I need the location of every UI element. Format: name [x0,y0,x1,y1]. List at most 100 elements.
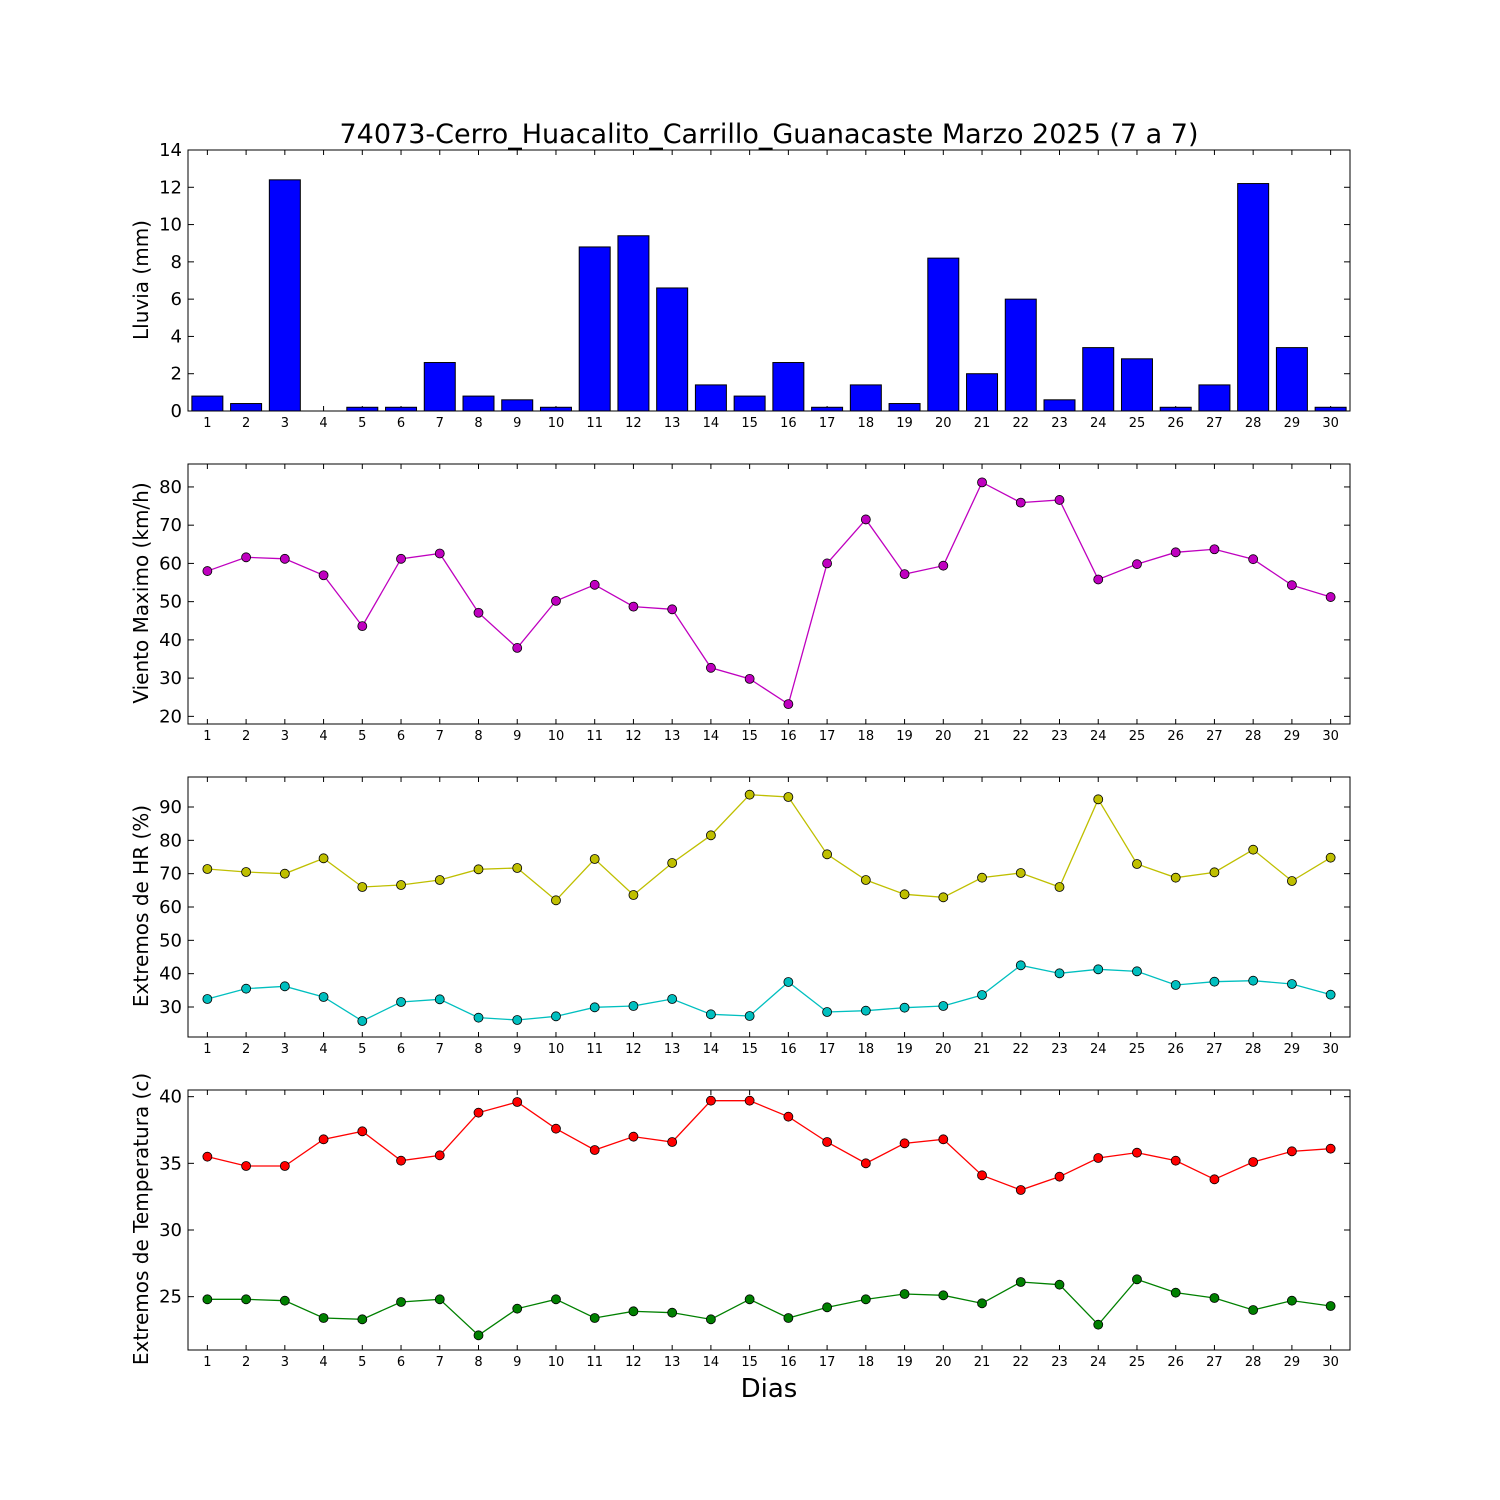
humidity-series-2-point-day-30 [1325,989,1336,1000]
temperature-series-1-point-day-30 [1325,1143,1336,1154]
rain-bar-day-9 [501,399,534,412]
temperature-y-tick-label: 25 [159,1287,182,1308]
temperature-x-tick-label: 1 [203,1355,211,1370]
temperature-x-tick-label: 24 [1090,1355,1107,1370]
humidity-series-1-point-day-16 [783,792,794,802]
temperature-series-2-point-day-12 [628,1306,639,1317]
rain-bar-day-26 [1159,406,1192,412]
humidity-x-tick-label: 10 [548,1042,565,1057]
rain-y-tick-label: 10 [159,215,182,236]
temperature-series-1-point-day-10 [551,1123,561,1134]
humidity-series-2-point-day-19 [899,1002,910,1013]
wind-series-1-point-day-20 [938,560,949,571]
wind-x-tick-label: 24 [1090,729,1107,744]
chart-title: 74073-Cerro_Huacalito_Carrillo_Guanacast… [340,119,1199,150]
rain-x-tick-label: 15 [741,416,758,431]
rain-x-tick-label: 29 [1284,416,1301,431]
wind-y-tick-label: 50 [159,592,182,613]
humidity-series-2-point-day-24 [1093,964,1104,975]
wind-series-1-point-day-19 [899,569,910,580]
wind-x-tick-label: 21 [974,729,991,744]
wind-series-1-point-day-15 [744,673,755,684]
humidity-x-tick-label: 5 [358,1042,366,1057]
humidity-series-2-point-day-9 [512,1015,523,1025]
wind-x-tick-label: 28 [1245,729,1262,744]
humidity-x-tick-label: 2 [242,1042,250,1057]
temperature-series-2-point-day-3 [279,1295,290,1306]
temperature-x-tick-label: 19 [896,1355,913,1370]
wind-series-1-point-day-2 [241,552,252,563]
rain-bar-day-16 [772,362,805,412]
humidity-series-1-point-day-10 [551,895,561,906]
humidity-series-1-point-day-15 [744,789,755,800]
rain-bar-day-5 [346,406,379,412]
humidity-series-1-point-day-14 [706,830,716,841]
temperature-series-1-point-day-22 [1015,1185,1026,1195]
humidity-series-1-point-day-29 [1287,876,1297,886]
rain-bar-day-3 [268,179,301,412]
rain-y-tick-label: 12 [159,177,182,198]
humidity-series-2-point-day-28 [1248,975,1259,986]
temperature-x-tick-label: 20 [935,1355,952,1370]
wind-x-tick-label: 26 [1167,729,1184,744]
humidity-series-2-line [207,964,1331,1022]
temperature-x-tick-label: 13 [664,1355,681,1370]
rain-y-tick-label: 2 [171,364,182,385]
humidity-series-2-point-day-27 [1209,976,1220,987]
humidity-x-tick-label: 21 [974,1042,991,1057]
humidity-plot-frame [187,776,1351,1038]
rain-x-tick-label: 13 [664,416,681,431]
temperature-x-tick-label: 15 [741,1355,758,1370]
wind-series-1-point-day-3 [279,553,290,564]
humidity-series-1-point-day-23 [1054,882,1065,892]
wind-series-1-point-day-21 [977,477,987,488]
rain-x-tick-label: 12 [625,416,642,431]
wind-series-1-point-day-30 [1325,592,1336,602]
temperature-series-2-point-day-10 [551,1294,561,1305]
temperature-series-1-point-day-23 [1054,1171,1065,1182]
humidity-x-tick-label: 3 [281,1042,289,1057]
rain-x-tick-label: 2 [242,416,250,431]
wind-series-1-point-day-4 [318,570,329,581]
humidity-series-1-point-day-19 [899,889,910,900]
humidity-y-tick-label: 40 [159,964,182,985]
humidity-x-tick-label: 28 [1245,1042,1262,1057]
temperature-x-tick-label: 30 [1322,1355,1339,1370]
humidity-x-tick-label: 13 [664,1042,681,1057]
temperature-plot-frame [187,1089,1351,1351]
wind-series-1-point-day-16 [783,699,794,710]
humidity-x-tick-label: 6 [397,1042,405,1057]
rain-bar-day-27 [1198,384,1231,412]
wind-x-tick-label: 18 [858,729,875,744]
temperature-series-2-line [207,1278,1331,1337]
temperature-series-1-point-day-6 [396,1155,406,1166]
humidity-series-2-point-day-13 [667,994,678,1004]
rain-bar-day-28 [1237,183,1270,412]
rain-x-tick-label: 20 [935,416,952,431]
temperature-series-1-point-day-12 [628,1131,639,1142]
humidity-x-tick-label: 25 [1129,1042,1146,1057]
temperature-line-chart: Extremos de Temperatura (c) 1 2 3 4 5 6 7 8 9 10 1… [129,1073,1351,1370]
wind-series-1-point-day-27 [1209,544,1220,555]
wind-x-tick-label: 30 [1322,729,1339,744]
humidity-series-1-point-day-2 [241,867,252,877]
wind-x-tick-label: 3 [281,729,289,744]
temperature-series-1-point-day-17 [822,1137,832,1147]
humidity-series-1-line [207,793,1331,902]
humidity-series-2-point-day-10 [551,1011,561,1022]
wind-series-1-point-day-6 [396,553,406,564]
wind-series-1-point-day-22 [1015,497,1026,508]
humidity-y-tick-label: 30 [159,997,182,1018]
humidity-x-tick-label: 11 [586,1042,603,1057]
temperature-series-1-point-day-28 [1248,1157,1259,1167]
temperature-series-2-point-day-9 [512,1303,523,1314]
rain-plot-frame [187,149,1351,412]
rain-x-tick-label: 22 [1012,416,1029,431]
wind-x-tick-label: 22 [1012,729,1029,744]
wind-x-tick-label: 10 [548,729,565,744]
temperature-y-axis-label: Extremos de Temperatura (c) [129,1073,153,1365]
temperature-series-2-point-day-28 [1248,1305,1259,1315]
wind-x-tick-label: 14 [703,729,720,744]
wind-series-1-point-day-12 [628,601,639,612]
temperature-series-1-point-day-2 [241,1161,252,1171]
